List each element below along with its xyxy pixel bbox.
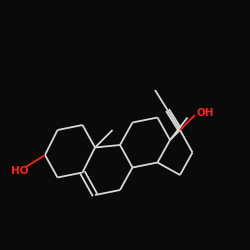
Text: OH: OH [196,108,214,118]
Text: HO: HO [11,166,29,176]
